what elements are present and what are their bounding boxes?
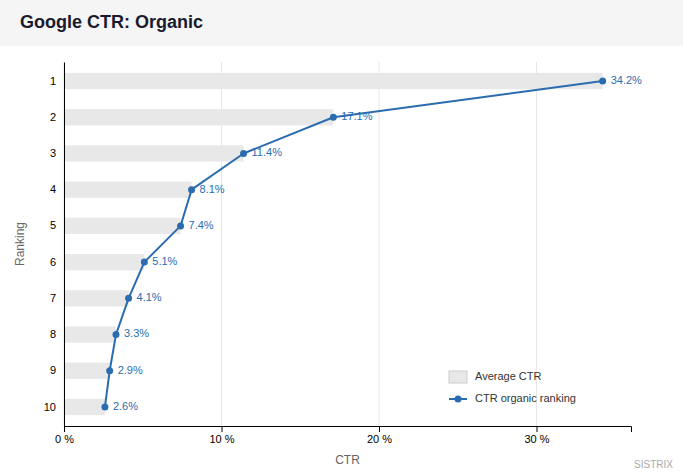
x-tick-mark [222,426,223,432]
y-tick: 9 [50,364,56,376]
legend-item: CTR organic ranking [449,392,576,404]
x-tick: 30 % [524,426,549,445]
x-tick-mark [537,426,538,432]
legend-label: CTR organic ranking [475,392,576,404]
x-axis-title: CTR [335,453,360,467]
header-background [0,0,683,46]
y-tick: 7 [50,292,56,304]
y-tick-label: 7 [50,292,56,304]
data-label: 2.9% [118,364,143,376]
y-tick: 1 [50,75,56,87]
bar [64,182,192,198]
bar [64,145,244,161]
grid-line [64,62,65,426]
x-tick: 20 % [367,426,392,445]
marker [112,331,119,338]
y-axis-line [64,63,65,427]
plot: 34.2% 17.1% 11.4% 8.1% 7.4% 5.1% 4.1% 3.3% 2.9% 2… [13,62,642,467]
y-tick: 3 [50,147,56,159]
data-label: 8.1% [200,183,225,195]
x-tick-mark [379,426,380,432]
y-tick-label: 9 [50,364,56,376]
chart: Google CTR: Organic 34.2% 17.1% 11.4% 8.1% 7.… [0,0,683,476]
marker [599,78,606,85]
bar [64,109,333,125]
x-axis-line [65,427,632,433]
y-axis-title: Ranking [13,222,27,266]
data-labels: 34.2% 17.1% 11.4% 8.1% 7.4% 5.1% 4.1% 3.3% 2.9% 2… [113,74,642,412]
y-tick-label: 5 [50,219,56,231]
y-tick: 6 [50,256,56,268]
y-tick: 8 [50,328,56,340]
marker [240,150,247,157]
marker [141,259,148,266]
bar [64,73,603,89]
grid [64,62,537,426]
bar [64,218,181,234]
y-tick-label: 4 [50,183,56,195]
y-tick: 5 [50,219,56,231]
data-label: 34.2% [611,74,642,86]
data-label: 3.3% [124,327,149,339]
y-tick-label: 6 [50,256,56,268]
x-tick-label: 0 % [55,433,74,445]
title: Google CTR: Organic [20,12,203,32]
y-tick-label: 8 [50,328,56,340]
annotation: SISTRIX [634,459,673,470]
bar [64,290,129,306]
marks [64,73,606,415]
data-label: 4.1% [137,291,162,303]
y-tick-label: 10 [44,401,56,413]
marker [330,114,337,121]
marker [125,295,132,302]
y-tick-label: 2 [50,111,56,123]
legend-swatch [449,371,467,383]
x-tick-label: 10 % [209,433,234,445]
x-tick-label: 30 % [524,433,549,445]
data-label: 5.1% [152,255,177,267]
bar [64,399,105,415]
legend-item: Average CTR [449,370,541,383]
y-tick: 4 [50,183,56,195]
x-axis: 0 % 10 % 20 % 30 % [55,426,631,445]
y-axis: 1 2 3 4 5 6 7 8 9 10 [44,63,65,427]
y-tick: 2 [50,111,56,123]
marker [101,403,108,410]
bar [64,326,116,342]
x-tick-label: 20 % [367,433,392,445]
data-label: 17.1% [341,110,372,122]
grid-line [379,62,380,426]
y-tick-label: 1 [50,75,56,87]
legend-marker [455,396,462,403]
legend-label: Average CTR [475,370,541,382]
data-label: 7.4% [189,219,214,231]
bar [64,363,110,379]
data-label: 11.4% [252,146,283,158]
data-label: 2.6% [113,400,138,412]
marker [188,186,195,193]
y-tick: 10 [44,401,56,413]
x-tick: 0 % [55,426,74,445]
marker [177,222,184,229]
y-tick-label: 3 [50,147,56,159]
line [105,81,603,407]
x-tick-mark [64,426,65,432]
legend: Average CTR CTR organic ranking [449,370,576,404]
marker [106,367,113,374]
bar [64,254,144,270]
x-tick: 10 % [209,426,234,445]
